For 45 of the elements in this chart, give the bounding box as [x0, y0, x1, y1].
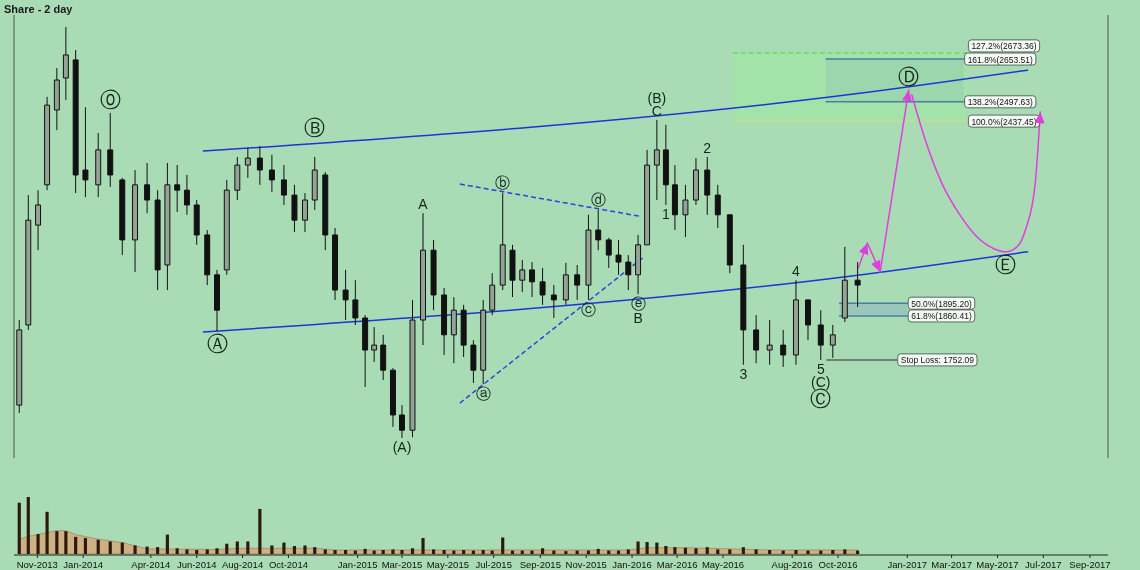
annotation: (A)	[392, 438, 412, 455]
series-label: 100.0%(2437.45)	[971, 116, 1037, 127]
x-tick-label: Oct-2016	[818, 558, 858, 570]
x-tick-label: Sep-2017	[1069, 558, 1111, 570]
annotation: 1	[661, 205, 670, 222]
x-tick-label: Jul-2015	[475, 558, 512, 570]
x-tick-label: Jan-2016	[612, 558, 652, 570]
x-tick-label: Nov-2013	[16, 558, 58, 570]
x-tick-label: Aug-2016	[771, 558, 813, 570]
annotation: ⓓ	[590, 190, 606, 209]
x-tick-label: Mar-2015	[381, 558, 423, 570]
annotation: 2	[703, 139, 712, 156]
annotation: Ⓐ	[206, 332, 228, 357]
chart-title: Share - 2 day	[4, 3, 74, 15]
series-label: 50.0%(1895.20)	[911, 298, 972, 309]
x-tick-label: Jan-2017	[887, 558, 928, 570]
x-tick-label: Jul-2017	[1025, 558, 1062, 570]
x-tick-label: Jan-2015	[337, 558, 378, 570]
annotation: 3	[739, 365, 748, 382]
x-tick-label: Aug-2014	[221, 558, 264, 570]
annotation: 4	[792, 263, 801, 280]
annotation: ⓒ	[580, 301, 596, 320]
x-tick-label: May-2017	[976, 558, 1019, 570]
annotation: Ⓔ	[995, 252, 1017, 277]
series-label: 127.2%(2673.36)	[971, 41, 1037, 52]
x-tick-label: Apr-2014	[131, 558, 171, 570]
annotation: ⓐ	[475, 385, 491, 404]
series-label: 61.8%(1860.41)	[911, 311, 972, 322]
x-tick-label: Nov-2015	[565, 558, 607, 570]
annotation: Ⓑ	[304, 116, 326, 141]
series-label: Stop Loss: 1752.09	[900, 355, 975, 366]
x-tick-label: May-2015	[426, 558, 469, 570]
annotation: Ⓓ	[898, 64, 920, 89]
x-tick-label: Jan-2014	[63, 558, 103, 570]
annotation: ⓑ	[495, 173, 511, 192]
x-tick-label: May-2016	[701, 558, 745, 570]
series-label: 138.2%(2497.63)	[967, 97, 1034, 108]
x-tick-label: Sep-2015	[519, 558, 561, 570]
series-label: 161.8%(2653.51)	[967, 54, 1034, 65]
x-tick-label: Oct-2014	[268, 558, 308, 570]
annotation: A	[418, 196, 429, 213]
x-tick-label: Jun-2014	[176, 558, 217, 570]
x-tick-label: Mar-2016	[656, 558, 698, 570]
annotation: ⓪	[99, 87, 121, 112]
x-tick-label: Mar-2017	[931, 558, 972, 570]
